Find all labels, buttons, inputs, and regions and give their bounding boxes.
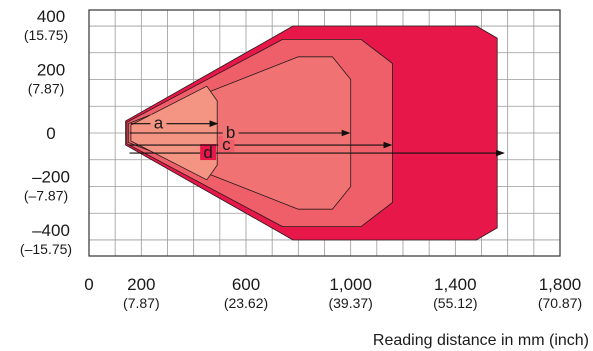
x-tick-sublabel: (7.87) — [123, 295, 160, 311]
x-tick-label: 0 — [84, 275, 93, 294]
x-axis-title: Reading distance in mm (inch) — [373, 332, 589, 349]
plot-border — [88, 9, 561, 257]
arrow-label-bg-b — [222, 124, 239, 140]
x-tick-sublabel: (70.87) — [538, 295, 582, 311]
x-tick-label: 1,800 — [539, 275, 582, 294]
y-tick-sublabel: (15.75) — [24, 27, 68, 43]
x-tick-label: 600 — [232, 275, 260, 294]
arrow-label-a: a — [154, 114, 164, 133]
y-axis-ticks: 400(15.75) 200(7.87) 0 –200(–7.87) –400(–15.… — [20, 7, 72, 257]
y-tick-label: –400 — [32, 221, 70, 240]
arrow-label-d: d — [203, 143, 212, 162]
x-tick-label: 200 — [127, 275, 155, 294]
x-tick-sublabel: (39.37) — [328, 295, 372, 311]
arrow-label-c: c — [222, 135, 231, 154]
y-tick-label: 0 — [46, 124, 55, 143]
x-tick-sublabel: (55.12) — [433, 295, 477, 311]
arrow-label-bg-a — [150, 114, 167, 131]
x-tick-label: 1,400 — [434, 275, 477, 294]
y-tick-label: –200 — [32, 167, 70, 186]
arrow-label-bg-c — [218, 136, 235, 153]
x-axis-ticks: 0 200(7.87) 600(23.62) 1,000(39.37) 1,400(55… — [84, 275, 582, 311]
arrow-label-b: b — [226, 123, 235, 142]
plot-frame — [88, 9, 561, 257]
y-tick-sublabel: (–15.75) — [20, 241, 72, 257]
x-tick-label: 1,000 — [329, 275, 372, 294]
x-tick-sublabel: (23.62) — [224, 295, 268, 311]
y-tick-label: 200 — [37, 61, 65, 80]
y-tick-label: 400 — [37, 7, 65, 26]
y-tick-sublabel: (7.87) — [28, 81, 65, 97]
arrow-label-bg-d — [200, 144, 217, 161]
distance-arrows: d cb a — [129, 114, 505, 162]
y-tick-sublabel: (–7.87) — [24, 187, 68, 203]
